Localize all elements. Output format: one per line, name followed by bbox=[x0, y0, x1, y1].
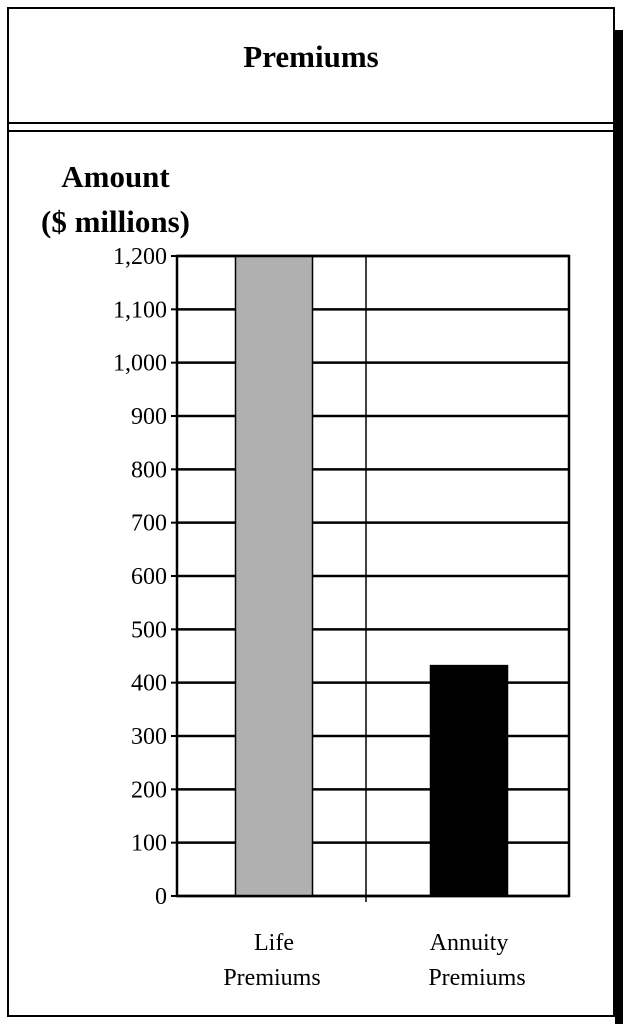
y-tick-label: 1,200 bbox=[113, 244, 167, 270]
title-divider-bottom bbox=[9, 130, 613, 132]
x-category-label: Annuity bbox=[430, 930, 509, 956]
y-tick-label: 1,000 bbox=[113, 351, 167, 377]
plot-area-border bbox=[175, 254, 571, 898]
chart-title: Premiums bbox=[243, 39, 379, 74]
y-tick-label: 1,100 bbox=[113, 297, 167, 323]
x-category-label: Premiums bbox=[428, 965, 525, 991]
x-category-label: Life bbox=[254, 930, 294, 956]
title-divider-top bbox=[9, 122, 613, 124]
y-tick-label: 100 bbox=[131, 831, 167, 857]
y-tick-label: 300 bbox=[131, 724, 167, 750]
bar bbox=[429, 664, 509, 897]
y-tick-label: 400 bbox=[131, 671, 167, 697]
frame-shadow bbox=[615, 30, 623, 1024]
y-tick-label: 0 bbox=[155, 884, 167, 910]
x-category-label: Premiums bbox=[223, 965, 320, 991]
y-tick-label: 600 bbox=[131, 564, 167, 590]
y-axis-label-line2: ($ millions) bbox=[41, 204, 190, 239]
y-tick-label: 200 bbox=[131, 777, 167, 803]
y-tick-label: 500 bbox=[131, 617, 167, 643]
bar bbox=[234, 255, 314, 897]
y-axis-label-line1: Amount bbox=[61, 159, 170, 194]
y-axis-label: Amount ($ millions) bbox=[23, 154, 208, 244]
y-tick-label: 900 bbox=[131, 404, 167, 430]
y-tick-label: 800 bbox=[131, 457, 167, 483]
y-tick-label: 700 bbox=[131, 511, 167, 537]
